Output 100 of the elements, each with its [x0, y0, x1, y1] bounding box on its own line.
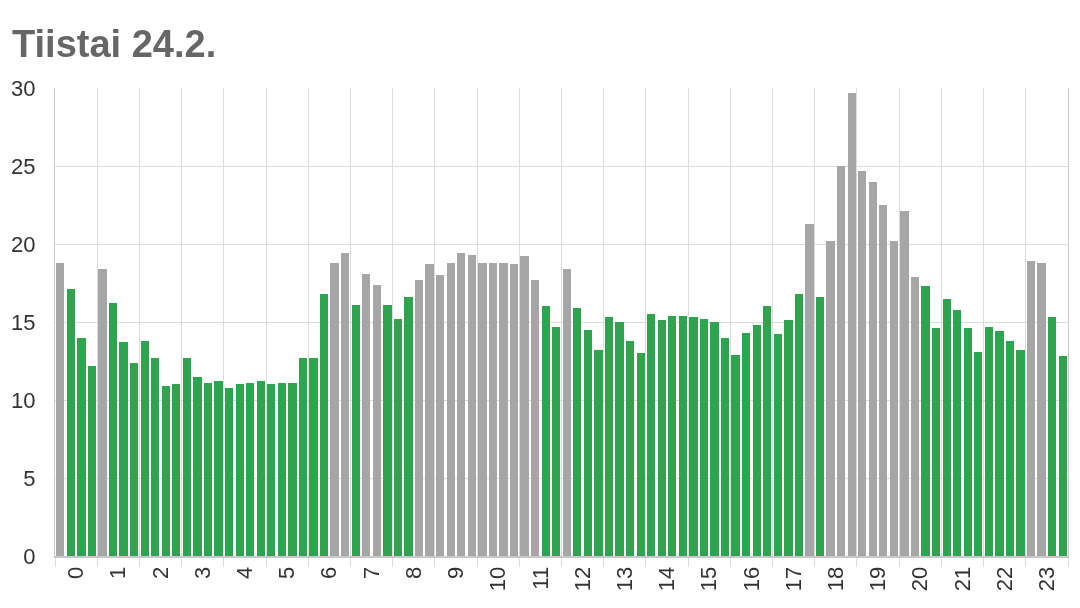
bar	[214, 381, 223, 556]
bar	[911, 277, 919, 556]
bar	[710, 322, 719, 556]
bar	[953, 310, 961, 556]
bar	[542, 306, 550, 556]
bar	[1016, 350, 1025, 556]
x-tick-label: 22	[991, 566, 1017, 592]
x-tick-label: 8	[400, 566, 426, 580]
bar	[56, 263, 64, 556]
bar	[1006, 341, 1014, 556]
bar	[890, 241, 898, 556]
x-tick-label: 13	[611, 566, 637, 592]
x-tick-label: 9	[443, 566, 469, 580]
x-tick-label: 23	[1034, 566, 1060, 592]
x-tick-label: 12	[569, 566, 595, 592]
y-tick-label: 30	[11, 75, 36, 101]
bar	[974, 352, 982, 556]
bar	[436, 275, 444, 556]
x-tick-label: 14	[654, 566, 680, 592]
bar	[267, 384, 275, 556]
bar	[404, 297, 413, 556]
bar	[1048, 317, 1056, 556]
bar	[489, 263, 497, 556]
bar	[816, 297, 824, 556]
bar	[626, 341, 634, 556]
bar	[647, 314, 655, 556]
bar	[848, 93, 856, 556]
bar	[193, 377, 202, 556]
bar	[763, 306, 771, 556]
bar	[985, 327, 993, 556]
x-tick-label: 4	[232, 566, 258, 580]
bar	[468, 255, 476, 556]
bar	[731, 355, 740, 556]
bar	[415, 280, 423, 556]
bar	[637, 353, 645, 556]
bar	[531, 280, 539, 556]
x-tick-label: 21	[949, 566, 975, 592]
bar	[552, 327, 560, 556]
bar	[795, 294, 803, 556]
bar	[826, 241, 835, 556]
bar	[1059, 356, 1067, 556]
bar	[257, 381, 265, 556]
bar	[921, 286, 930, 556]
bar	[499, 263, 508, 556]
bar	[457, 253, 465, 556]
bar	[510, 264, 518, 556]
bar	[932, 328, 940, 556]
bar	[478, 263, 487, 556]
bar	[837, 166, 845, 556]
bar	[805, 224, 814, 556]
bar	[288, 383, 297, 556]
bar	[373, 285, 381, 556]
x-tick-label: 19	[865, 566, 891, 592]
bar	[330, 263, 339, 556]
y-tick-label: 15	[11, 309, 36, 335]
bar	[858, 171, 866, 556]
bar	[98, 269, 107, 556]
bar	[88, 366, 96, 556]
bar	[742, 333, 750, 556]
bar	[447, 263, 455, 556]
bar	[784, 320, 793, 556]
bar	[700, 319, 708, 556]
bar	[995, 331, 1004, 556]
bar	[141, 341, 149, 556]
bar	[594, 350, 603, 556]
x-tick-label: 7	[358, 566, 384, 580]
bar	[658, 320, 666, 556]
x-tick-label: 6	[316, 566, 342, 580]
bar	[721, 338, 729, 556]
bar	[900, 211, 909, 556]
bar	[668, 316, 676, 556]
y-tick-label: 20	[11, 231, 36, 257]
x-tick-label: 18	[823, 566, 848, 592]
bar	[383, 305, 392, 556]
bar	[394, 319, 402, 556]
bar	[573, 308, 581, 556]
bar	[774, 334, 782, 556]
x-tick-label: 10	[485, 566, 511, 592]
bar	[151, 358, 159, 556]
x-tick-label: 17	[780, 566, 806, 592]
y-tick-label: 5	[23, 465, 36, 491]
bar	[563, 269, 571, 556]
bar	[605, 317, 613, 556]
bar	[689, 317, 698, 556]
bar	[352, 305, 360, 556]
bar	[615, 322, 624, 556]
bar	[299, 358, 307, 556]
bar	[320, 294, 328, 556]
bar	[869, 182, 877, 556]
bar	[77, 338, 86, 556]
bar	[225, 388, 233, 556]
x-tick-label: 0	[63, 566, 89, 580]
bar	[964, 328, 972, 556]
x-tick-label: 5	[274, 566, 300, 580]
bar	[236, 384, 244, 556]
bar	[204, 383, 212, 556]
bar	[879, 205, 887, 556]
x-tick-label: 15	[696, 566, 722, 592]
bar	[753, 325, 761, 556]
y-tick-label: 25	[11, 153, 36, 179]
